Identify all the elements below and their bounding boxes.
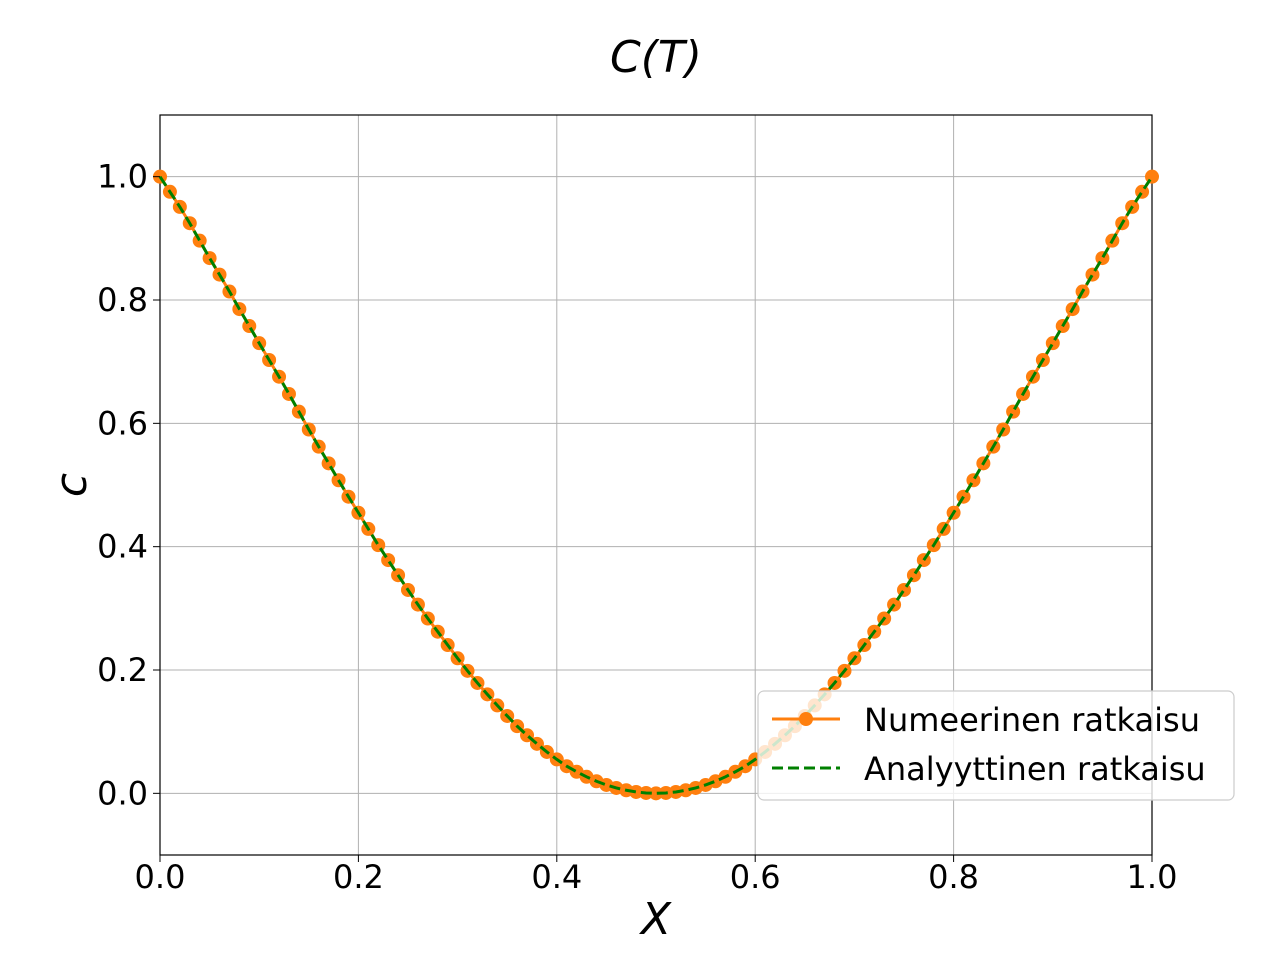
legend-marker-numeric	[799, 712, 813, 726]
numeric-point-94	[1085, 267, 1100, 282]
legend-box	[757, 690, 1235, 801]
numeric-point-9	[242, 319, 257, 334]
y-tick-label-5: 1.0	[97, 158, 148, 196]
y-tick-label-1: 0.2	[97, 651, 148, 689]
y-axis-ticks: 0.0 0.2 0.4 0.6 0.8 1.0	[97, 158, 160, 812]
x-axis-label: X	[639, 894, 672, 945]
numeric-point-95	[1095, 251, 1110, 266]
legend-label-numeric: Numeerinen ratkaisu	[864, 701, 1200, 739]
x-tick-label-3: 0.6	[730, 858, 781, 896]
series-line-analytic	[158, 175, 1154, 795]
x-tick-label-2: 0.4	[531, 858, 582, 896]
numeric-point-13	[281, 386, 296, 401]
numeric-point-90	[1045, 336, 1060, 351]
numeric-point-5	[202, 251, 217, 266]
x-tick-label-4: 0.8	[928, 858, 979, 896]
y-axis-label: c	[46, 473, 97, 497]
numeric-point-82	[966, 473, 981, 488]
x-tick-label-5: 1.0	[1127, 858, 1178, 896]
chart-title: C(T)	[610, 32, 702, 83]
numeric-point-86	[1006, 404, 1021, 419]
y-tick-label-0: 0.0	[97, 774, 148, 812]
legend-label-analytic: Analyyttinen ratkaisu	[864, 750, 1206, 788]
y-tick-label-3: 0.6	[97, 404, 148, 442]
numeric-point-4	[192, 233, 207, 248]
plot-frame	[159, 114, 1153, 856]
y-tick-label-4: 0.8	[97, 281, 148, 319]
legend: Numeerinen ratkaisu Analyyttinen ratkais…	[757, 690, 1235, 801]
x-tick-label-0: 0.0	[135, 858, 186, 896]
numeric-point-50	[649, 786, 663, 801]
y-tick-label-2: 0.4	[97, 528, 148, 566]
numeric-point-17	[321, 456, 336, 471]
x-tick-label-1: 0.2	[333, 858, 384, 896]
x-axis-ticks: 0.0 0.2 0.4 0.6 0.8 1.0	[135, 855, 1178, 896]
